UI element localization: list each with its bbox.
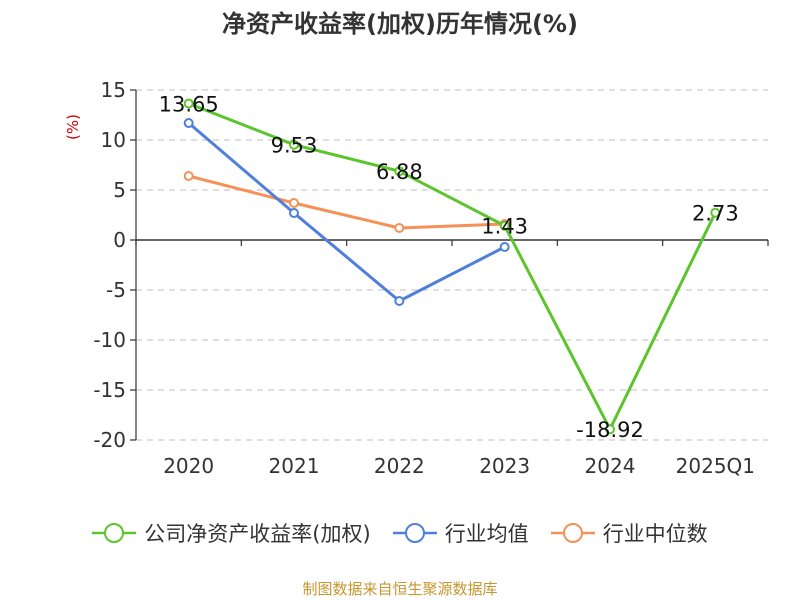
data-point: [183, 171, 194, 181]
y-tick-label: 10: [101, 128, 126, 152]
data-label: 1.43: [481, 215, 528, 239]
data-label: 6.88: [376, 160, 423, 184]
legend-label: 行业中位数: [602, 522, 708, 546]
data-point: [289, 198, 299, 208]
legend-swatch-icon: [550, 523, 595, 543]
data-point: [289, 208, 299, 218]
axes: 15 10 5 0 -5 -10 -15 -20 2020 2021 2022 2023 2024 202…: [93, 78, 769, 478]
data-label: 9.53: [271, 134, 318, 158]
data-point: [710, 207, 721, 218]
series-line: [188, 174, 505, 230]
gridlines: [136, 89, 768, 441]
chart-title: 净资产收益率(加权)历年情况(%): [222, 10, 578, 38]
data-label: -18.92: [576, 418, 644, 442]
legend: 公司净资产收益率(加权) 行业均值 行业中位数: [0, 518, 800, 548]
data-point: [394, 296, 405, 306]
data-point: [183, 118, 194, 128]
data-point: [394, 223, 405, 233]
data-point: [289, 139, 299, 150]
data-point: [394, 166, 405, 177]
data-label: 2.73: [692, 202, 739, 226]
series-line: [187, 121, 506, 303]
legend-swatch-marker: [104, 523, 125, 543]
data-point: [499, 220, 510, 231]
legend-label: 公司净资产收益率(加权): [144, 522, 371, 546]
y-tick-label: 5: [113, 178, 126, 202]
x-tick-label: 2021: [269, 454, 320, 478]
data-label: 13.65: [159, 93, 219, 117]
y-tick-label: -10: [93, 328, 126, 352]
x-tick-label: 2023: [479, 454, 530, 478]
source-note: 制图数据来自恒生聚源数据库: [302, 580, 498, 598]
data-point: [499, 242, 510, 252]
series-line: [188, 102, 717, 431]
legend-swatch-marker: [562, 523, 583, 543]
data-point: [605, 424, 615, 435]
y-tick-label: 0: [113, 228, 126, 252]
legend-label: 行业均值: [444, 522, 529, 546]
legend-item[interactable]: 行业中位数: [550, 518, 708, 548]
legend-swatch-marker: [404, 523, 425, 543]
x-tick-label: 2022: [374, 454, 425, 478]
x-tick-label: 2020: [163, 454, 214, 478]
y-tick-label: -20: [93, 428, 126, 452]
y-tick-label: -15: [93, 378, 126, 402]
legend-item[interactable]: 行业均值: [392, 518, 529, 548]
legend-swatch-icon: [392, 523, 437, 543]
x-tick-label: 2025Q1: [676, 454, 755, 478]
x-tick-label: 2024: [585, 454, 636, 478]
y-axis-unit-label: (%): [64, 114, 82, 140]
data-labels: 13.65 9.53 6.88 1.43 -18.92 2.73: [159, 93, 739, 443]
y-tick-label: 15: [101, 78, 126, 102]
series-lines: [183, 98, 721, 435]
legend-item[interactable]: 公司净资产收益率(加权): [92, 518, 371, 548]
data-point: [183, 98, 194, 109]
y-tick-label: -5: [106, 278, 126, 302]
legend-swatch-icon: [92, 523, 137, 543]
